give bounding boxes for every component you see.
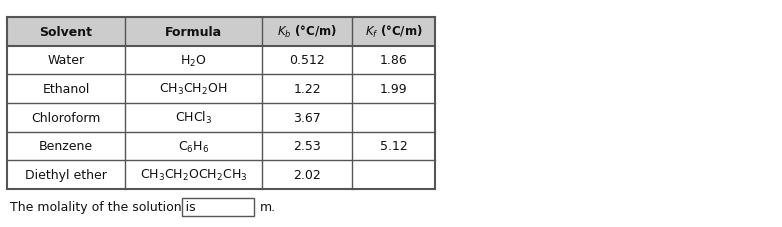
- Text: Diethyl ether: Diethyl ether: [25, 168, 107, 181]
- Text: 0.512: 0.512: [289, 54, 325, 67]
- Text: Solvent: Solvent: [40, 26, 92, 39]
- Text: 5.12: 5.12: [379, 140, 407, 153]
- Text: 3.67: 3.67: [293, 111, 321, 124]
- Text: $K_f$ (°C/m): $K_f$ (°C/m): [364, 24, 422, 40]
- Text: 2.53: 2.53: [293, 140, 321, 153]
- Text: $K_b$ (°C/m): $K_b$ (°C/m): [277, 24, 337, 40]
- Text: 1.22: 1.22: [293, 83, 321, 96]
- Text: Water: Water: [48, 54, 84, 67]
- Text: 2.02: 2.02: [293, 168, 321, 181]
- Text: Benzene: Benzene: [39, 140, 93, 153]
- Text: $\mathrm{C_6H_6}$: $\mathrm{C_6H_6}$: [178, 139, 209, 154]
- Text: $\mathrm{CH_3CH_2OCH_2CH_3}$: $\mathrm{CH_3CH_2OCH_2CH_3}$: [140, 167, 247, 183]
- Text: m.: m.: [260, 201, 276, 214]
- Text: 1.99: 1.99: [380, 83, 407, 96]
- Text: $\mathrm{CHCl_3}$: $\mathrm{CHCl_3}$: [175, 110, 212, 126]
- Text: 1.86: 1.86: [379, 54, 407, 67]
- Text: The molality of the solution is: The molality of the solution is: [10, 201, 199, 214]
- Text: Formula: Formula: [165, 26, 222, 39]
- Text: Chloroform: Chloroform: [31, 111, 101, 124]
- Text: $\mathrm{H_2O}$: $\mathrm{H_2O}$: [180, 53, 206, 68]
- Text: Ethanol: Ethanol: [42, 83, 90, 96]
- Text: $\mathrm{CH_3CH_2OH}$: $\mathrm{CH_3CH_2OH}$: [160, 82, 228, 97]
